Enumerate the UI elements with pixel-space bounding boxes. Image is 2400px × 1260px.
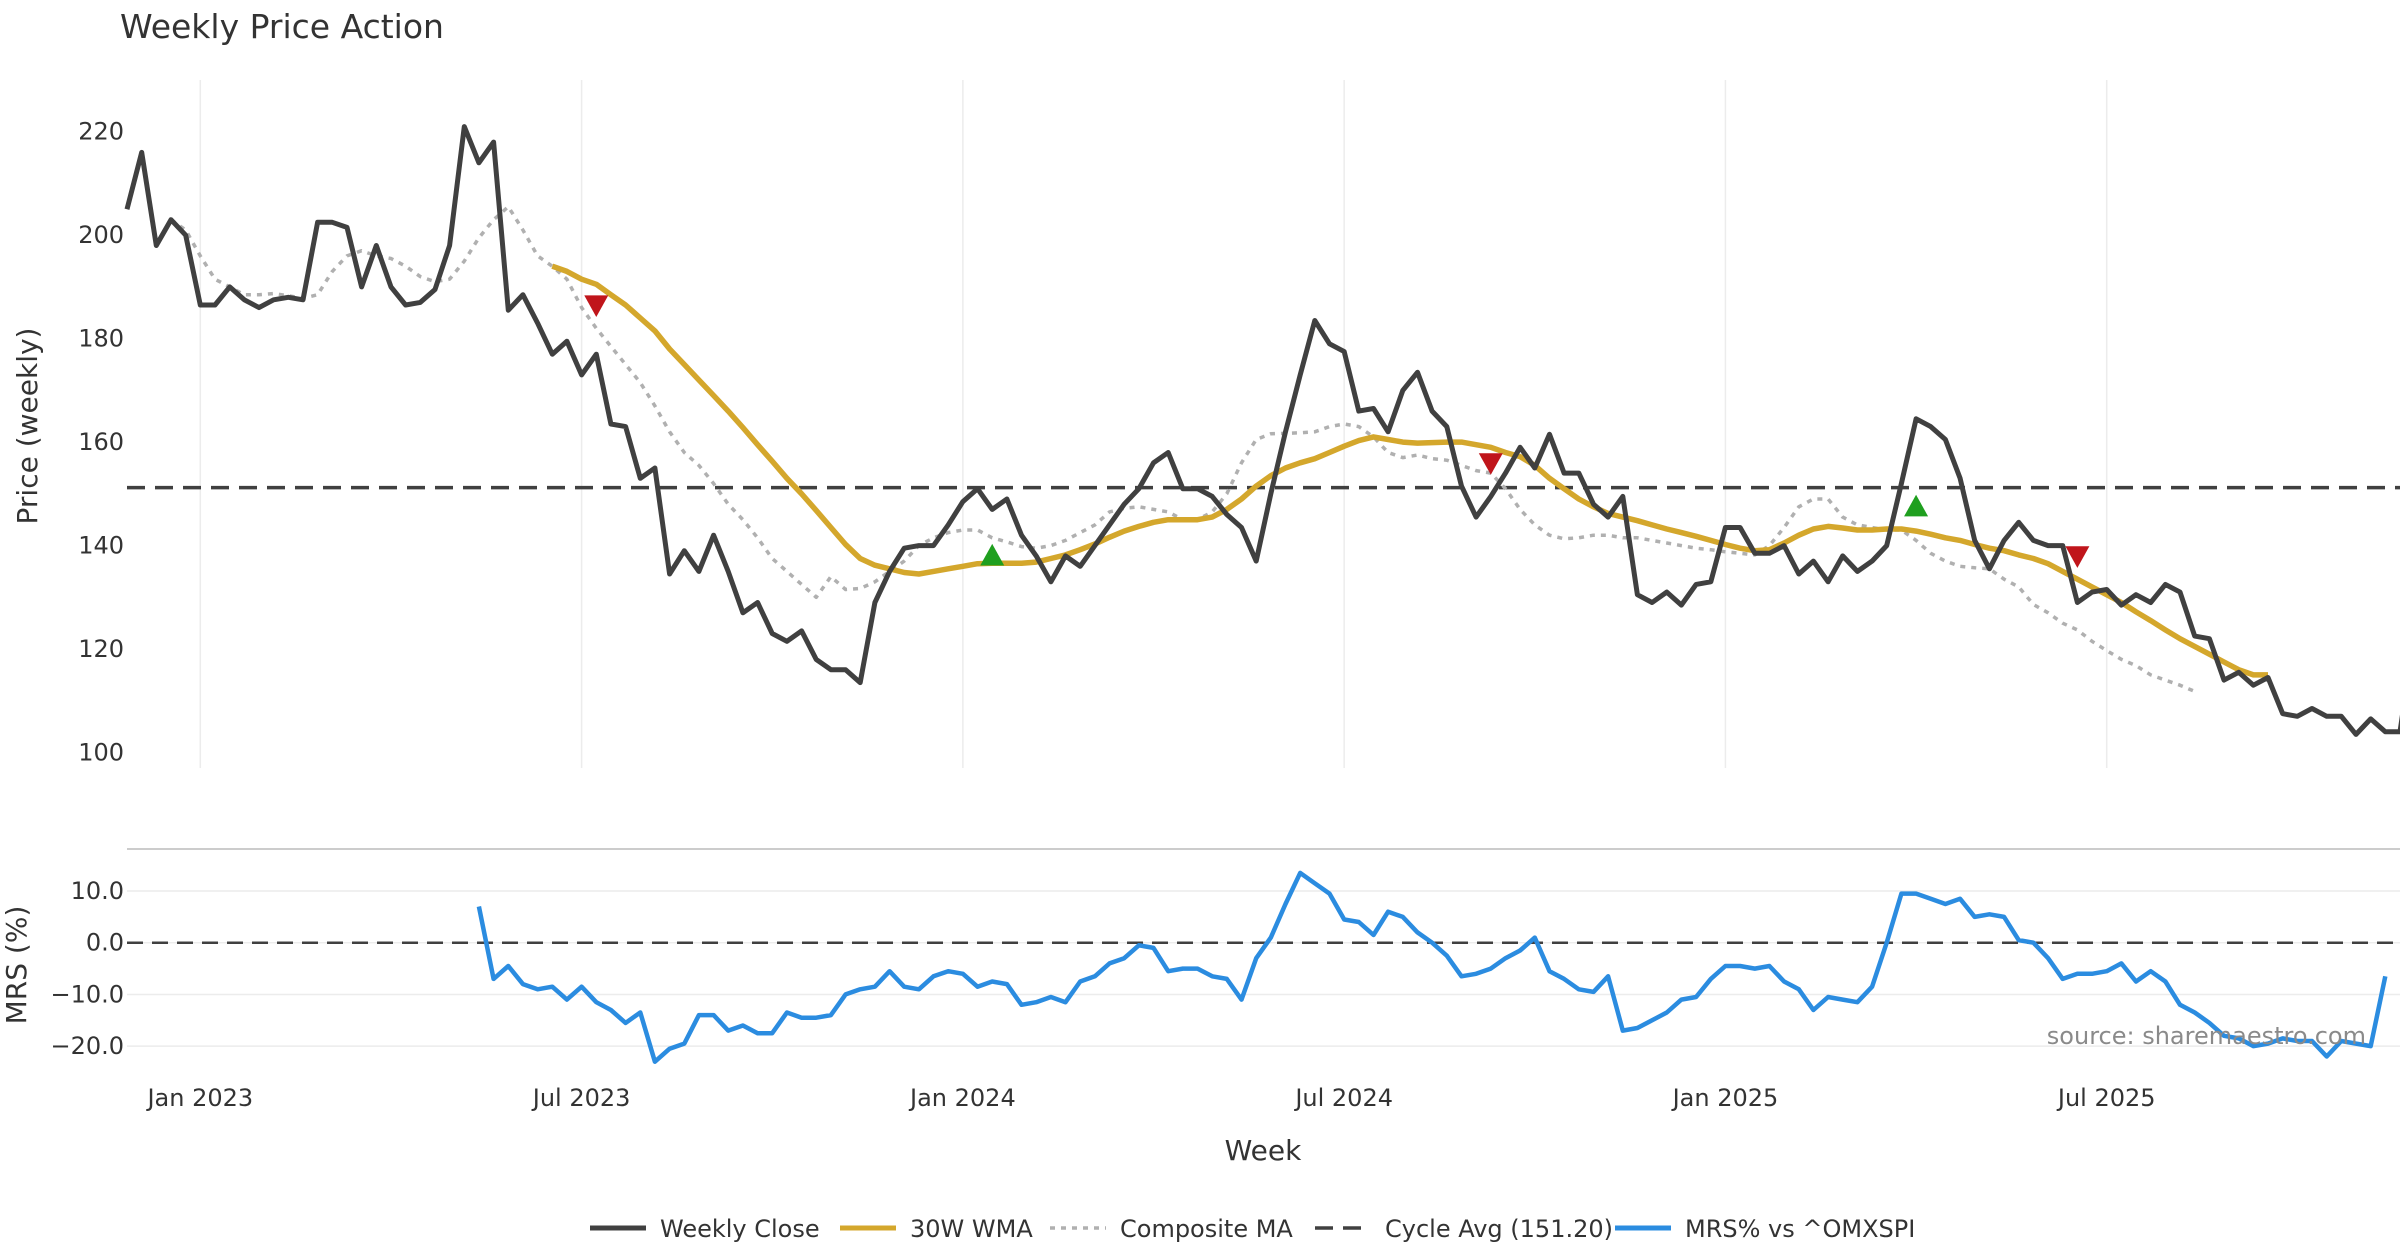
- mrs-y-ticks: 10.0 0.0 −10.0 −20.0: [50, 877, 124, 1060]
- price-y-tick-label: 180: [78, 325, 124, 353]
- price-y-tick-label: 100: [78, 738, 124, 766]
- x-tick-label: Jul 2023: [531, 1084, 631, 1112]
- price-y-tick-label: 220: [78, 118, 124, 146]
- price-y-tick-label: 200: [78, 221, 124, 249]
- price-y-tick-label: 160: [78, 428, 124, 456]
- legend-item: Composite MA: [1050, 1215, 1293, 1243]
- weekly-close-line: [124, 124, 2400, 737]
- wma-30w-line: [551, 263, 2268, 678]
- x-tick-label: Jan 2025: [1671, 1084, 1779, 1112]
- price-y-tick-label: 120: [78, 635, 124, 663]
- legend-label: Composite MA: [1120, 1215, 1293, 1243]
- mrs-y-tick-label: 0.0: [86, 929, 124, 957]
- legend-item: Cycle Avg (151.20): [1315, 1215, 1613, 1243]
- mrs-y-axis-label: MRS (%): [0, 906, 33, 1025]
- price-y-tick-label: 140: [78, 532, 124, 560]
- legend-item: MRS% vs ^OMXSPI: [1615, 1215, 1915, 1243]
- mrs-y-tick-label: 10.0: [71, 877, 124, 905]
- price-lines: [124, 124, 2400, 737]
- sell-signal-marker: [1478, 453, 1503, 475]
- price-panel: 100 120 140 160 180 200 220: [78, 80, 2400, 768]
- legend-item: 30W WMA: [840, 1215, 1033, 1243]
- buy-signal-marker: [980, 543, 1005, 566]
- x-tick-label: Jan 2023: [145, 1084, 253, 1112]
- legend-label: Weekly Close: [660, 1215, 820, 1243]
- x-axis-label: Week: [1225, 1134, 1302, 1167]
- legend-label: Cycle Avg (151.20): [1385, 1215, 1613, 1243]
- x-tick-label: Jan 2024: [908, 1084, 1016, 1112]
- sell-signal-marker: [584, 295, 609, 318]
- legend-item: Weekly Close: [590, 1215, 820, 1243]
- mrs-lines: [127, 870, 2400, 1064]
- legend-label: 30W WMA: [910, 1215, 1033, 1243]
- chart-title: Weekly Price Action: [120, 7, 444, 46]
- composite-ma-line: [169, 204, 2196, 694]
- mrs-line: [476, 870, 2388, 1064]
- legend-label: MRS% vs ^OMXSPI: [1685, 1215, 1915, 1243]
- buy-signal-marker: [1904, 494, 1929, 517]
- price-y-axis-label: Price (weekly): [11, 328, 44, 525]
- mrs-y-tick-label: −20.0: [50, 1032, 124, 1060]
- price-grid: [199, 80, 2108, 768]
- x-tick-label: Jul 2024: [1293, 1084, 1393, 1112]
- x-axis-ticks: Jan 2023 Jul 2023 Jan 2024 Jul 2024 Jan 2025…: [145, 1084, 2155, 1112]
- x-tick-label: Jul 2025: [2056, 1084, 2156, 1112]
- signal-markers: [584, 295, 2090, 568]
- sell-signal-marker: [2065, 546, 2090, 568]
- mrs-y-tick-label: −10.0: [50, 980, 124, 1008]
- mrs-panel: 10.0 0.0 −10.0 −20.0: [50, 870, 2400, 1064]
- price-y-ticks: 100 120 140 160 180 200 220: [78, 118, 124, 767]
- source-annotation: source: sharemaestro.com: [2047, 1022, 2366, 1050]
- legend: Weekly Close 30W WMA Composite MA Cycle Avg…: [590, 1215, 1915, 1243]
